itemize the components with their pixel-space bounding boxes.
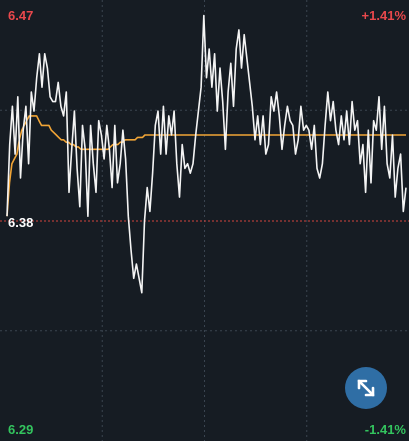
- percent-low-label: -1.41%: [364, 422, 406, 437]
- percent-high-label: +1.41%: [361, 8, 406, 23]
- price-high-label: 6.47: [8, 8, 34, 23]
- expand-button[interactable]: [345, 367, 387, 409]
- price-low-label: 6.29: [8, 422, 34, 437]
- expand-arrows-icon: [357, 379, 375, 397]
- price-line: [6, 14, 407, 294]
- reference-price-label: 6.38: [8, 215, 34, 230]
